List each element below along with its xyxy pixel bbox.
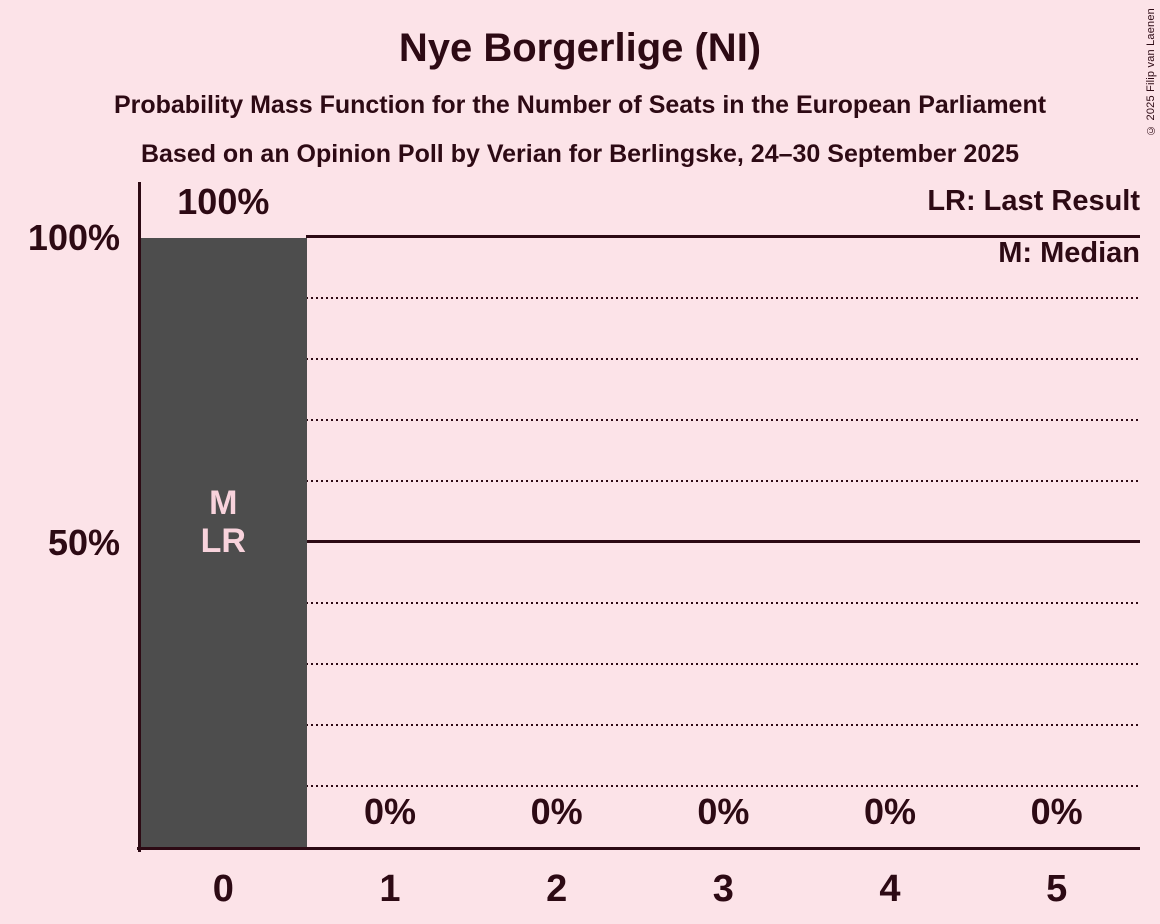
chart-source-line: Based on an Opinion Poll by Verian for B… <box>140 140 1020 168</box>
seat-column-2: 0% 2 <box>473 0 640 924</box>
value-label-seat-2: 0% <box>530 791 583 832</box>
chart-title: Nye Borgerlige (NI) <box>398 26 762 70</box>
seat-column-3: 0% 3 <box>640 0 807 924</box>
y-axis-line <box>138 182 141 852</box>
x-axis-label-seat-4: 4 <box>879 868 901 910</box>
dotted-gridline-70pct <box>306 419 1140 421</box>
x-axis-line <box>137 847 1140 850</box>
y-axis-label-100: 100% <box>27 217 120 258</box>
x-axis-label-seat-5: 5 <box>1046 868 1068 910</box>
dotted-gridline-10pct <box>306 785 1140 787</box>
legend-median: M: Median <box>998 237 1140 269</box>
probability-bar-seat-0 <box>141 238 307 848</box>
dotted-gridline-40pct <box>306 602 1140 604</box>
dotted-gridline-60pct <box>306 480 1140 482</box>
solid-gridline-100pct <box>306 235 1140 238</box>
legend-last-result: LR: Last Result <box>927 185 1140 217</box>
solid-gridline-50pct <box>306 540 1140 543</box>
y-axis-label-50: 50% <box>47 522 120 563</box>
value-label-seat-1: 0% <box>363 791 416 832</box>
dotted-gridline-20pct <box>306 724 1140 726</box>
seat-column-5: 0% 5 <box>973 0 1140 924</box>
dotted-gridline-90pct <box>306 297 1140 299</box>
value-label-seat-5: 0% <box>1030 791 1083 832</box>
seat-column-1: 0% 1 <box>307 0 474 924</box>
x-axis-label-seat-2: 2 <box>546 868 568 910</box>
chart-subtitle: Probability Mass Function for the Number… <box>113 91 1047 119</box>
dotted-gridline-80pct <box>306 358 1140 360</box>
last-result-marker: LR <box>200 522 246 560</box>
value-label-seat-3: 0% <box>697 791 750 832</box>
x-axis-label-seat-0: 0 <box>212 868 234 910</box>
dotted-gridline-30pct <box>306 663 1140 665</box>
median-marker: M <box>209 484 238 522</box>
seat-column-0: 100% 0 <box>140 0 307 924</box>
x-axis-label-seat-1: 1 <box>379 868 401 910</box>
value-label-seat-4: 0% <box>863 791 917 832</box>
x-axis-label-seat-3: 3 <box>712 868 734 910</box>
bar-annotation-median-last-result: M LR <box>140 484 307 560</box>
seat-column-4: 0% 4 <box>807 0 974 924</box>
value-label-seat-0: 100% <box>177 181 270 222</box>
